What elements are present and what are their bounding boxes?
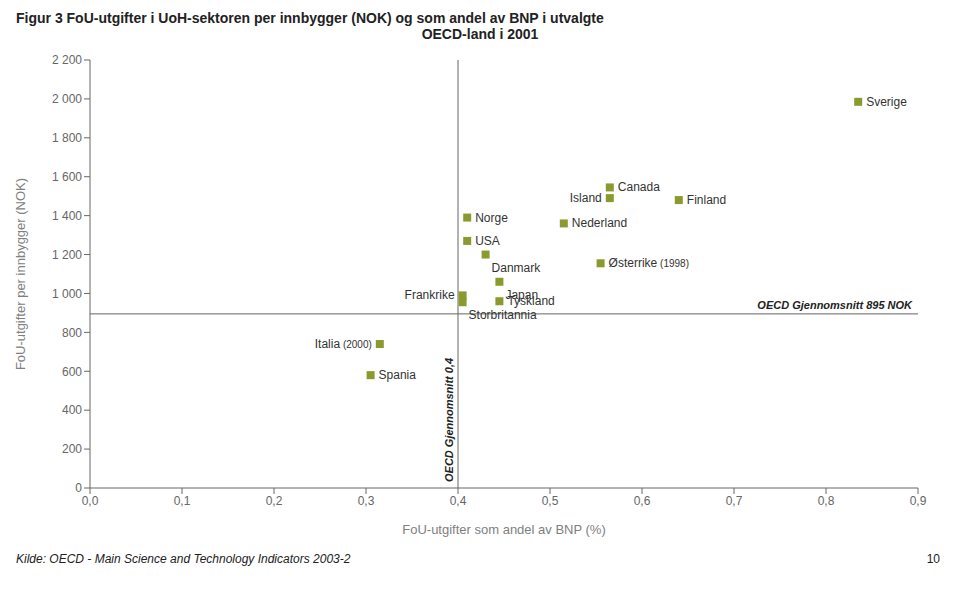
svg-text:Norge: Norge	[475, 211, 508, 225]
svg-text:Tyskland: Tyskland	[507, 294, 554, 308]
svg-text:400: 400	[62, 403, 82, 417]
svg-text:0,3: 0,3	[358, 494, 375, 508]
svg-text:200: 200	[62, 442, 82, 456]
svg-text:OECD Gjennomsnitt 0,4: OECD Gjennomsnitt 0,4	[443, 358, 455, 482]
svg-text:Italia (2000): Italia (2000)	[315, 337, 372, 351]
svg-text:OECD Gjennomsnitt 895 NOK: OECD Gjennomsnitt 895 NOK	[757, 299, 913, 311]
svg-text:1 800: 1 800	[52, 131, 82, 145]
html-text:10: 10	[926, 552, 940, 566]
svg-text:0,4: 0,4	[450, 494, 467, 508]
svg-text:Sverige: Sverige	[866, 95, 907, 109]
svg-text:800: 800	[62, 326, 82, 340]
svg-text:Danmark: Danmark	[492, 261, 542, 275]
svg-text:FoU-utgifter per innbygger (NO: FoU-utgifter per innbygger (NOK)	[13, 178, 28, 370]
svg-text:0,5: 0,5	[542, 494, 559, 508]
svg-text:Spania: Spania	[379, 368, 417, 382]
svg-text:1 000: 1 000	[52, 287, 82, 301]
svg-text:Østerrike (1998): Østerrike (1998)	[609, 256, 689, 270]
svg-text:Island: Island	[570, 191, 602, 205]
html-text:OECD-land i 2001: OECD-land i 2001	[421, 26, 539, 42]
svg-text:0,2: 0,2	[266, 494, 283, 508]
svg-text:0,1: 0,1	[174, 494, 191, 508]
svg-text:0,8: 0,8	[818, 494, 835, 508]
html-text:Kilde: OECD - Main Science and: Kilde: OECD - Main Science and Technolog…	[16, 552, 351, 566]
svg-text:600: 600	[62, 365, 82, 379]
svg-text:1 600: 1 600	[52, 170, 82, 184]
svg-text:1 200: 1 200	[52, 248, 82, 262]
svg-text:Frankrike: Frankrike	[405, 288, 455, 302]
svg-text:0: 0	[75, 481, 82, 495]
svg-text:0,6: 0,6	[634, 494, 651, 508]
svg-text:0,7: 0,7	[726, 494, 743, 508]
svg-text:Finland: Finland	[687, 193, 726, 207]
svg-text:2 000: 2 000	[52, 92, 82, 106]
svg-text:USA: USA	[475, 234, 500, 248]
svg-text:Nederland: Nederland	[572, 216, 627, 230]
svg-text:Canada: Canada	[618, 180, 660, 194]
svg-text:0,0: 0,0	[82, 494, 99, 508]
svg-text:Storbritannia: Storbritannia	[469, 308, 537, 322]
svg-text:2 200: 2 200	[52, 53, 82, 67]
svg-text:1 400: 1 400	[52, 209, 82, 223]
html-text:Figur 3 FoU-utgifter i UoH-sek: Figur 3 FoU-utgifter i UoH-sektoren per …	[16, 10, 604, 26]
svg-text:0,9: 0,9	[910, 494, 927, 508]
svg-text:FoU-utgifter som andel av BNP: FoU-utgifter som andel av BNP (%)	[402, 522, 606, 537]
